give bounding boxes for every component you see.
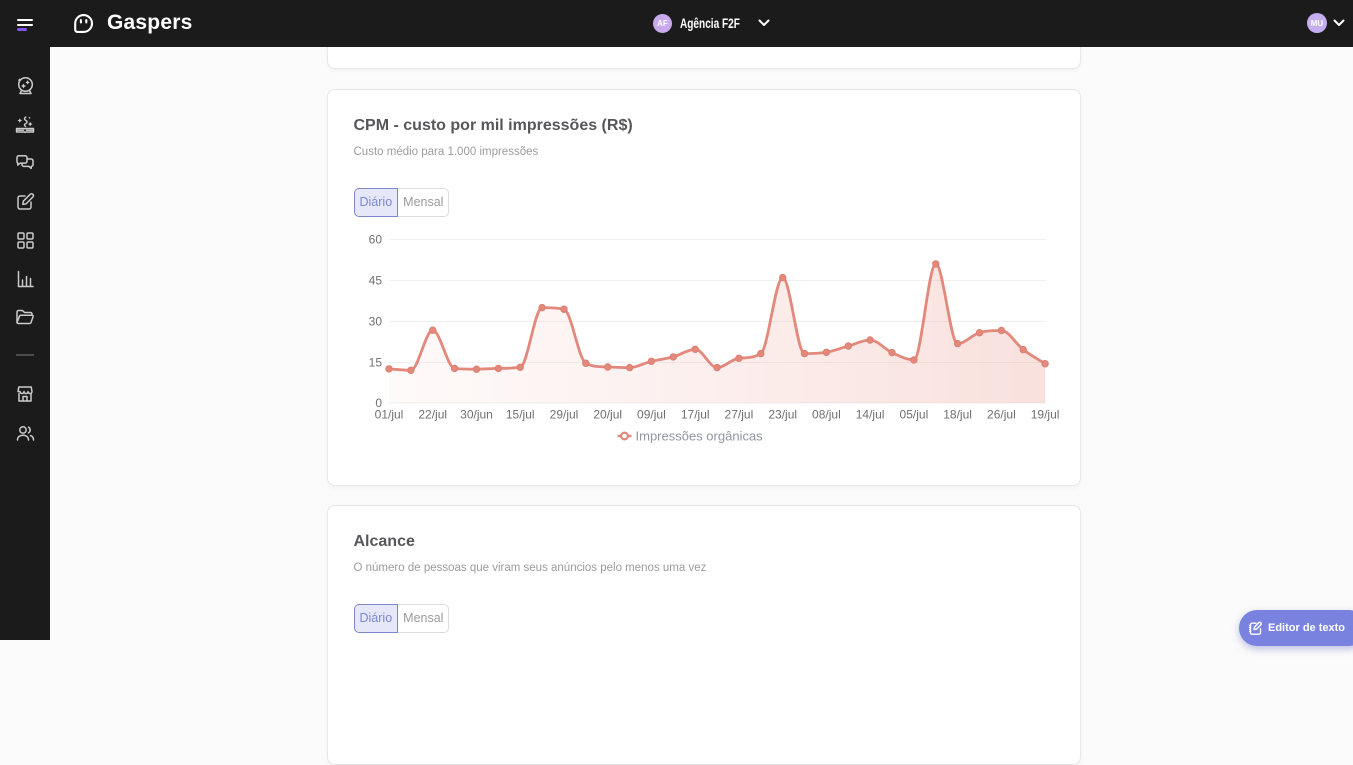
svg-text:30/jun: 30/jun [460,408,493,422]
svg-text:23/jul: 23/jul [768,408,797,422]
svg-text:60: 60 [368,233,382,247]
svg-text:29/jul: 29/jul [549,408,578,422]
svg-text:45: 45 [368,274,382,288]
svg-text:01/jul: 01/jul [374,408,403,422]
svg-text:22/jul: 22/jul [418,408,447,422]
svg-text:Impressões orgânicas: Impressões orgânicas [635,429,763,444]
svg-text:20/jul: 20/jul [593,408,622,422]
svg-text:08/jul: 08/jul [812,408,841,422]
svg-text:15: 15 [368,356,382,370]
svg-text:18/jul: 18/jul [943,408,972,422]
svg-text:27/jul: 27/jul [724,408,753,422]
svg-text:09/jul: 09/jul [637,408,666,422]
svg-text:0: 0 [375,396,382,410]
svg-text:14/jul: 14/jul [855,408,884,422]
svg-text:30: 30 [368,315,382,329]
svg-text:05/jul: 05/jul [899,408,928,422]
svg-text:17/jul: 17/jul [680,408,709,422]
svg-text:15/jul: 15/jul [505,408,534,422]
svg-text:26/jul: 26/jul [987,408,1016,422]
svg-text:19/jul: 19/jul [1030,408,1059,422]
